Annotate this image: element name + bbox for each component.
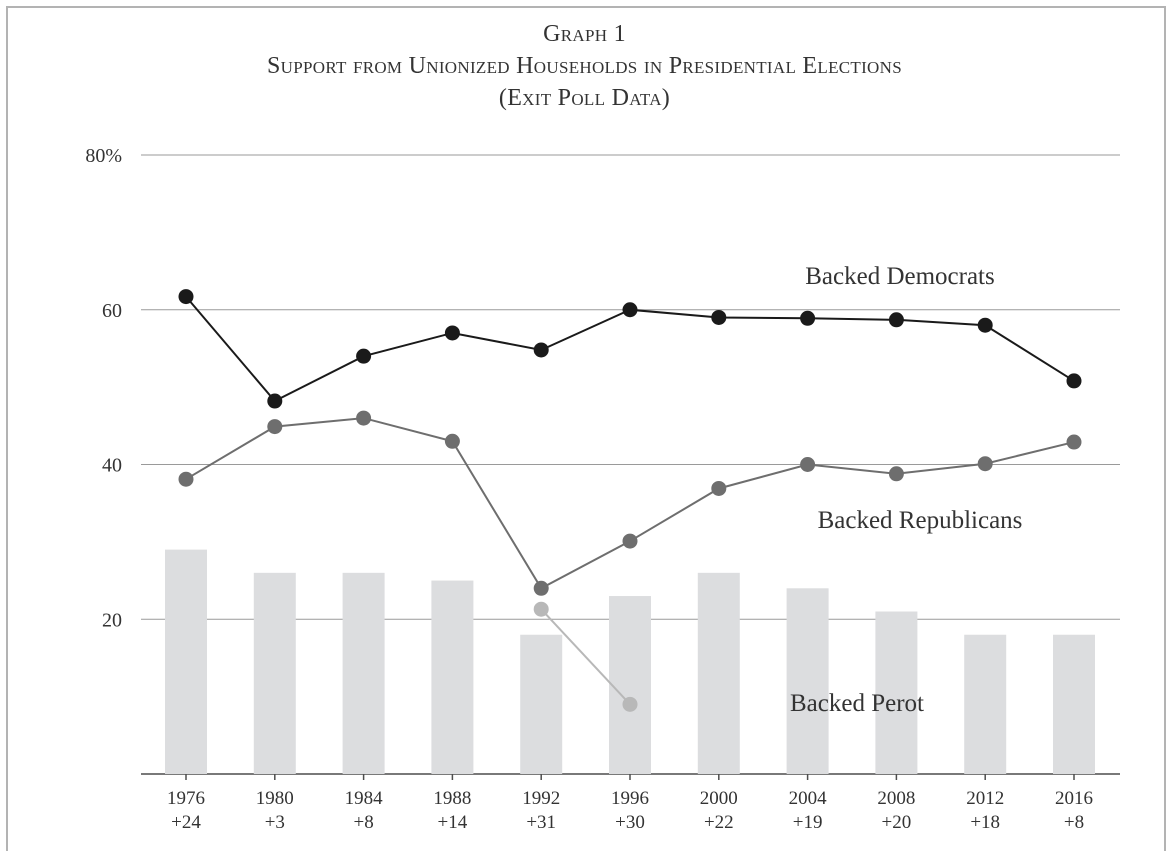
x-tick-label-2016: 2016 [1055,788,1093,809]
chart-title: Graph 1 [543,21,626,47]
point-backed-republicans-2000 [711,480,727,496]
annotation-backed-perot: Backed Perot [790,690,924,717]
bar-series [165,549,1095,774]
bar-1996 [609,596,651,774]
x-tick-label-2008: 2008 [877,788,915,809]
x-tick-label-1984: 1984 [345,788,384,809]
point-backed-republicans-1996 [622,533,638,549]
x-margin-label-2012: +18 [970,812,1000,833]
series-line-backed-perot [540,608,631,706]
chart-subtitle: Support from Unionized Households in Pre… [267,53,902,79]
bar-2008 [875,611,918,774]
point-backed-democrats-1996 [622,302,638,318]
x-tick-label-1988: 1988 [433,788,471,809]
chart-note: (Exit Poll Data) [498,85,671,111]
y-axis-ticks: 20 40 60 80% [85,145,122,631]
point-backed-perot-1992 [533,601,549,617]
point-backed-democrats-2004 [800,310,816,326]
point-backed-republicans-2016 [1066,434,1082,450]
point-backed-democrats-2016 [1066,373,1082,389]
point-backed-democrats-1980 [267,393,283,409]
point-backed-democrats-1988 [444,325,460,341]
point-backed-democrats-2008 [888,312,904,328]
y-tick-label-80: 80% [85,145,122,167]
bar-2004 [786,588,829,774]
bar-2000 [697,572,740,774]
bar-2012 [964,634,1007,774]
x-margin-label-1980: +3 [265,812,285,833]
point-backed-republicans-1976 [178,471,194,487]
x-tick-label-2004: 2004 [789,788,828,809]
point-backed-republicans-1980 [267,419,283,435]
point-backed-democrats-1984 [356,348,372,364]
x-margin-label-1976: +24 [171,812,201,833]
point-backed-republicans-2012 [977,456,993,472]
x-tick-label-2000: 2000 [700,788,738,809]
x-tick-label-1992: 1992 [522,788,560,809]
x-margin-label-2000: +22 [704,812,734,833]
x-margin-label-2016: +8 [1064,812,1084,833]
series-line-backed-republicans [185,417,1075,590]
x-margin-label-1984: +8 [353,812,373,833]
x-margin-label-1988: +14 [438,812,468,833]
y-tick-label-20: 20 [102,609,122,631]
point-backed-republicans-2004 [800,457,816,472]
x-axis-ticks: 1976 +24 1980 +3 1984 +8 1988 +14 1992 +31 1996 +30… [167,774,1093,833]
chart-frame [6,6,1166,851]
point-backed-democrats-2000 [711,309,727,325]
annotation-backed-democrats: Backed Democrats [805,263,995,290]
bar-1976 [165,549,207,774]
x-tick-label-1976: 1976 [167,788,205,809]
point-backed-republicans-1988 [444,433,460,449]
chart-titles: Graph 1 Support from Unionized Household… [0,18,1169,114]
bar-1980 [253,572,296,774]
annotation-backed-republicans: Backed Republicans [818,507,1023,534]
point-backed-republicans-1992 [533,580,549,596]
x-margin-label-2004: +19 [793,812,823,833]
point-backed-republicans-1984 [356,410,372,426]
x-margin-label-1992: +31 [526,812,556,833]
line-series [178,289,1082,712]
x-tick-label-1996: 1996 [611,788,649,809]
bar-1988 [431,580,474,774]
x-tick-label-1980: 1980 [256,788,294,809]
y-tick-label-40: 40 [102,455,122,477]
bar-1992 [520,634,563,774]
bar-1984 [342,572,385,774]
x-margin-label-2008: +20 [882,812,912,833]
x-tick-label-2012: 2012 [966,788,1004,809]
series-annotations: Backed Democrats Backed Republicans Backed… [790,263,1022,717]
point-backed-republicans-2008 [888,466,904,482]
bar-2016 [1053,634,1095,774]
y-tick-label-60: 60 [102,300,122,322]
point-backed-democrats-1992 [533,342,549,358]
point-backed-democrats-2012 [977,317,993,333]
point-backed-democrats-1976 [178,289,194,305]
point-backed-perot-1996 [622,696,638,712]
x-margin-label-1996: +30 [615,812,645,833]
